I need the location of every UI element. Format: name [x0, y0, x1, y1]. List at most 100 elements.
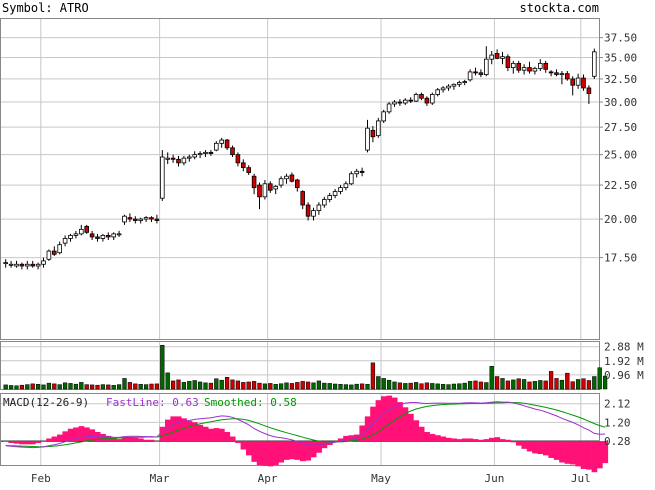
volume-bar: [295, 382, 300, 390]
macd-histogram-bar: [543, 441, 549, 456]
volume-tick-label: 1.92 M: [604, 355, 644, 368]
macd-histogram-bar: [143, 439, 150, 442]
macd-histogram-bar: [132, 437, 139, 442]
price-candle: [538, 59, 543, 72]
candle-body: [403, 99, 408, 104]
volume-bar: [165, 372, 170, 390]
price-candle: [586, 85, 592, 104]
volume-bar: [289, 383, 295, 390]
price-candle: [365, 119, 370, 153]
candle-body: [489, 54, 494, 60]
candle-body: [235, 154, 241, 164]
month-label: Jul: [571, 472, 591, 485]
candle-body: [73, 233, 79, 236]
candle-body: [30, 263, 35, 267]
candle-body: [478, 72, 484, 75]
price-candle: [79, 224, 84, 236]
volume-bar: [349, 384, 354, 390]
volume-bar: [403, 383, 408, 390]
candle-body: [165, 157, 170, 160]
macd-histogram-bar: [283, 441, 290, 460]
macd-histogram-bar: [202, 426, 209, 442]
volume-bar: [370, 362, 376, 390]
macd-histogram-bar: [154, 441, 160, 442]
macd-histogram-bar: [262, 441, 268, 466]
volume-bar: [311, 382, 316, 390]
macd-histogram-bar: [343, 435, 349, 442]
volume-bar: [284, 382, 289, 390]
macd-histogram-bar: [418, 426, 425, 442]
candle-body: [440, 87, 446, 91]
macd-histogram-bar: [408, 413, 414, 442]
candle-body: [408, 99, 413, 102]
volume-bar: [52, 383, 57, 390]
price-candle: [386, 102, 392, 114]
volume-bar: [278, 383, 284, 390]
volume-bar: [214, 378, 219, 390]
macd-histogram-bar: [472, 439, 479, 442]
candle-body: [3, 262, 8, 265]
price-candle: [89, 230, 95, 241]
volume-bar: [192, 380, 197, 390]
price-candle: [559, 71, 565, 85]
price-candle: [424, 96, 430, 106]
volume-tick-label: 0.96 M: [604, 369, 644, 382]
volume-bar: [516, 378, 521, 390]
price-candle: [332, 188, 338, 199]
macd-histogram-bar: [429, 433, 436, 442]
volume-bar: [559, 379, 565, 390]
candle-body: [376, 120, 381, 137]
candle-body: [149, 217, 154, 220]
volume-bar: [338, 384, 343, 390]
price-candle: [25, 260, 30, 270]
price-candle: [30, 260, 35, 268]
volume-bar: [111, 385, 116, 390]
volume-bar: [241, 382, 246, 390]
macd-histogram-bar: [8, 441, 15, 444]
candle-body: [370, 129, 376, 138]
candle-body: [424, 97, 430, 104]
volume-bar: [511, 379, 516, 390]
macd-histogram-bar: [219, 428, 225, 442]
price-candle: [570, 76, 575, 96]
symbol-label: Symbol: ATRO: [2, 1, 89, 15]
price-candle: [52, 246, 57, 256]
macd-histogram-bar: [424, 431, 430, 442]
volume-bar: [197, 381, 203, 390]
volume-bar: [467, 381, 473, 390]
candle-body: [241, 162, 246, 169]
volume-bar: [224, 377, 230, 390]
candle-body: [322, 199, 327, 206]
price-candle: [467, 69, 473, 82]
volume-bar: [327, 383, 332, 390]
candle-body: [289, 174, 295, 182]
macd-histogram-bar: [148, 439, 155, 442]
macd-histogram-bar: [181, 418, 187, 442]
price-candle: [41, 257, 46, 268]
volume-bar: [548, 371, 554, 390]
volume-bar: [365, 384, 370, 390]
macd-histogram-bar: [175, 416, 182, 442]
macd-histogram-bar: [456, 439, 463, 442]
volume-bar: [565, 372, 570, 390]
candle-body: [484, 58, 489, 75]
candle-body: [219, 139, 224, 144]
macd-histogram-bar: [240, 441, 247, 450]
macd-histogram-bar: [246, 441, 252, 456]
grid-layer: [1, 19, 599, 465]
candle-body: [581, 77, 586, 89]
volume-bar: [451, 383, 457, 390]
candle-body: [538, 62, 543, 69]
price-candle: [149, 216, 154, 222]
volume-bar: [95, 384, 100, 390]
candle-body: [57, 244, 62, 254]
price-candle: [197, 151, 203, 159]
macd-histogram-bar: [526, 441, 533, 452]
price-candle: [500, 51, 505, 65]
candle-body: [14, 263, 19, 267]
candle-body: [143, 217, 149, 220]
macd-histogram-bar: [586, 441, 592, 470]
macd-histogram-bar: [580, 441, 587, 469]
candle-body: [106, 234, 111, 238]
